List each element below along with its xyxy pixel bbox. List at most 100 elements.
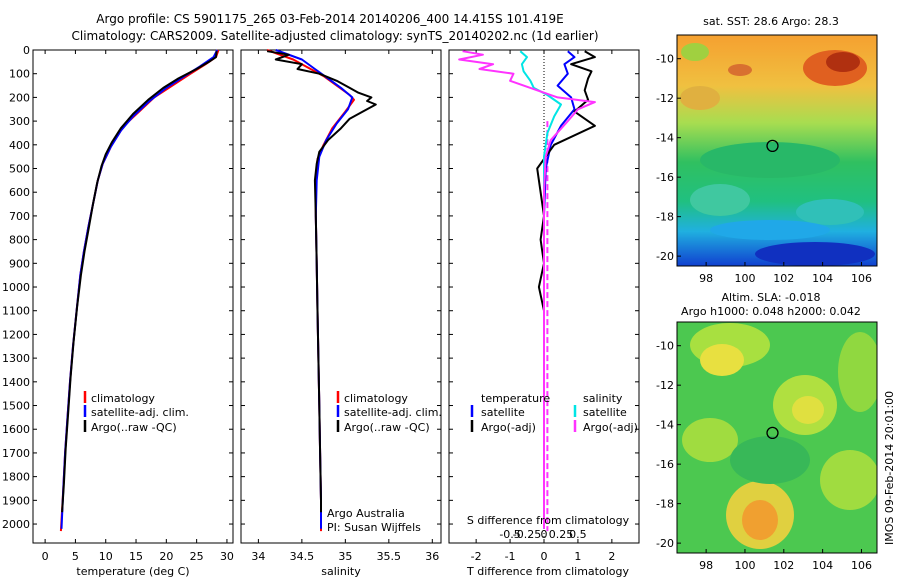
high-sla-core [792,396,824,424]
legend-label-argo: Argo(..raw -QC) [344,421,430,434]
salinity-axes [240,49,442,544]
s-difference-axis-label: S difference from climatology [467,514,630,527]
map-x-tick-label: 106 [851,272,872,285]
series-line [59,49,220,532]
low-sla-patch [730,436,810,484]
sst-map-title: sat. SST: 28.6 Argo: 28.3 [703,15,839,28]
x-tick-label: 15 [129,550,143,563]
map-x-tick-label: 104 [812,559,833,572]
legend-label-t-satellite: satellite [481,406,525,419]
legend-header-temperature: temperature [481,392,550,405]
map-x-tick-label: 100 [734,272,755,285]
cyan-patch [796,199,864,225]
y-tick-label: 500 [9,163,30,176]
sst-map: sat. SST: 28.6 Argo: 28.3 98 100 102 104 106… [656,15,878,285]
sla-map-frame [676,321,878,554]
x-tick-label: -2 [471,550,482,563]
sla-map: Altim. SLA: -0.018 Argo h1000: 0.048 h20… [656,291,878,572]
map-x-tick-label: 98 [699,559,713,572]
s-top-tick-label: -0.25 [513,528,541,541]
map-y-tick-label: -16 [656,171,674,184]
series-line [536,50,596,513]
map-y-tick-label: -14 [656,419,674,432]
legend-label-s-argo: Argo(-adj) [583,421,638,434]
high-sla-patch [682,418,738,462]
map-x-tick-label: 100 [734,559,755,572]
x-tick-label: 0 [541,550,548,563]
map-y-tick-label: -14 [656,132,674,145]
legend-label-s-satellite: satellite [583,406,627,419]
blue-band [710,220,830,240]
sst-map-frame [676,34,878,267]
map-x-tick-label: 102 [773,272,794,285]
salinity-legend: climatology satellite-adj. clim. Argo(..… [327,391,442,534]
legend-label-t-argo: Argo(-adj) [481,421,536,434]
difference-xlabel: T difference from climatology [466,565,629,578]
s-top-tick-label: -0.5 [499,528,520,541]
imos-timestamp: IMOS 09-Feb-2014 20:01:00 [883,391,896,545]
y-tick-label: 1000 [2,281,30,294]
x-tick-label: 34 [251,550,265,563]
x-tick-label: 2 [608,550,615,563]
argo-position-marker [766,139,779,153]
y-tick-label: 1600 [2,423,30,436]
y-tick-label: 1500 [2,400,30,413]
s-top-tick-label: 0.25 [549,528,574,541]
x-tick-label: 5 [72,550,79,563]
series-line [60,49,219,529]
sla-map-features [682,323,877,549]
warm-patch [680,86,720,110]
y-tick-label: 1700 [2,447,30,460]
series-line [458,50,596,529]
map-x-tick-label: 104 [812,272,833,285]
y-tick-label: 1200 [2,328,30,341]
x-tick-label: 0 [42,550,49,563]
map-y-tick-label: -18 [656,498,674,511]
header-title-line1: Argo profile: CS 5901175_265 03-Feb-2014… [96,12,563,26]
cool-patch [681,43,709,61]
temperature-legend: climatology satellite-adj. clim. Argo(..… [83,391,189,434]
sla-map-axes: 98 100 102 104 106 -10 -12 -14 -16 -18 -20 [656,340,872,572]
y-tick-label: 900 [9,257,30,270]
y-tick-label: 400 [9,139,30,152]
sla-map-title-line2: Argo h1000: 0.048 h2000: 0.042 [681,305,861,318]
map-x-tick-label: 102 [773,559,794,572]
difference-legend: temperature salinity satellite Argo(-adj… [467,392,638,527]
map-y-tick-label: -20 [656,537,674,550]
temperature-axes [32,49,234,544]
x-tick-label: 25 [190,550,204,563]
annotation-argo-australia: Argo Australia [327,507,405,520]
x-tick-label: 35 [338,550,352,563]
legend-label-climatology: climatology [91,392,155,405]
salinity-plot: 34 34.5 35 35.5 36 [241,49,441,563]
x-tick-label: 10 [99,550,113,563]
temperature-plot: 0100200300400500600700800900100011001200… [2,44,234,563]
sst-map-features [680,43,875,266]
series-line [266,49,355,532]
x-tick-label: 34.5 [290,550,315,563]
y-tick-label: 1300 [2,352,30,365]
legend-label-argo: Argo(..raw -QC) [91,421,177,434]
series-line [61,51,218,513]
series-line [543,50,576,529]
y-tick-label: 1900 [2,494,30,507]
map-y-tick-label: -12 [656,92,674,105]
high-sla-core [742,500,778,540]
x-tick-label: 20 [159,550,173,563]
s-top-tick-label: 0.5 [569,528,587,541]
high-sla-core [700,344,744,376]
x-tick-label: 35.5 [377,550,402,563]
y-tick-label: 1400 [2,376,30,389]
y-tick-label: 700 [9,210,30,223]
difference-plot: -2 -1 0 1 2 -0.5-0.25 0 0.250.5 [449,49,639,563]
y-tick-label: 600 [9,186,30,199]
s-top-tick-label: 0 [541,528,548,541]
sst-map-axes: 98 100 102 104 106 -10 -12 -14 -16 -18 -20 [656,53,872,285]
high-sla-patch [820,450,877,510]
map-y-tick-label: -18 [656,211,674,224]
y-tick-label: 200 [9,91,30,104]
header-title-line2: Climatology: CARS2009. Satellite-adjuste… [71,29,598,43]
y-tick-label: 1800 [2,471,30,484]
map-x-tick-label: 98 [699,272,713,285]
map-y-tick-label: -16 [656,458,674,471]
